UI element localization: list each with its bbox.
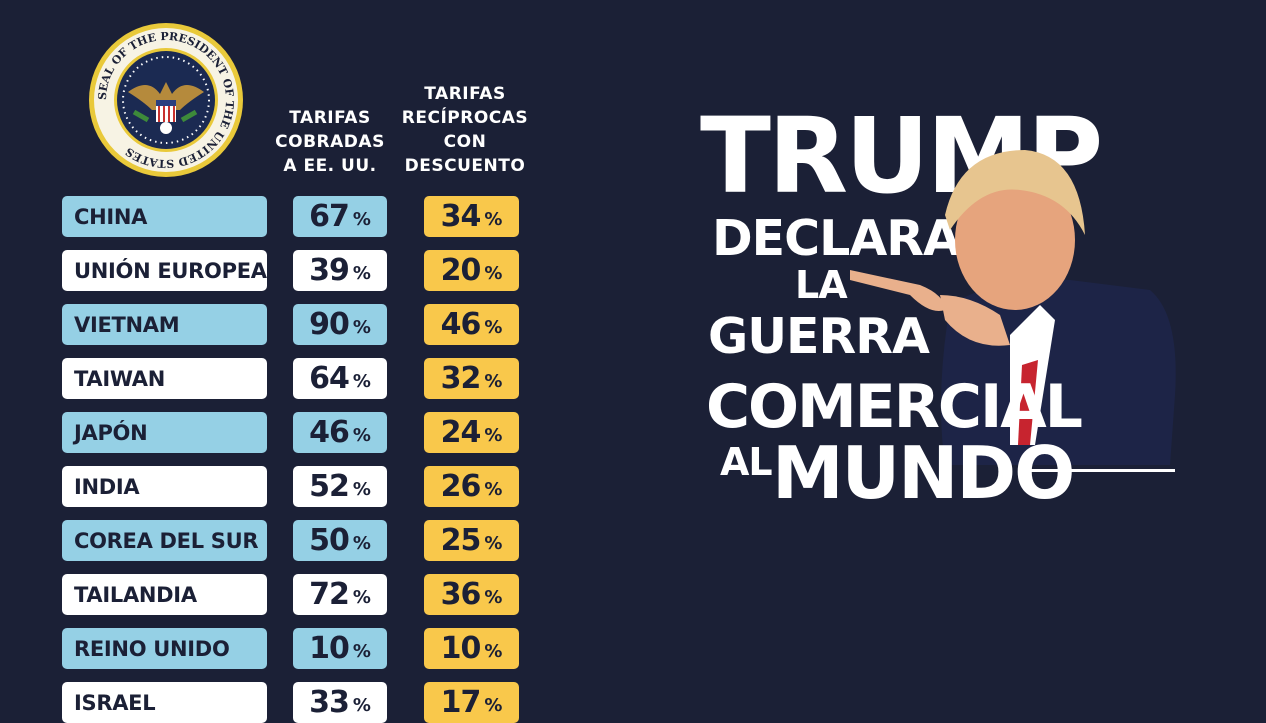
charged-value: 50 (309, 523, 350, 558)
reciprocal-tariff: 10% (424, 628, 519, 669)
charged-value: 64 (309, 361, 350, 396)
percent-sign: % (352, 209, 371, 230)
presidential-seal-logo: SEAL OF THE PRESIDENT OF THE UNITED STAT… (89, 23, 243, 177)
percent-sign: % (352, 371, 371, 392)
header-line: TARIFAS (424, 84, 506, 104)
country-name: COREA DEL SUR (62, 520, 267, 561)
country-name: UNIÓN EUROPEA (62, 250, 267, 291)
charged-tariff: 67% (293, 196, 387, 237)
percent-sign: % (352, 533, 371, 554)
trump-pointing-photo (850, 150, 1176, 465)
header-line: A EE. UU. (283, 156, 377, 176)
header-line: RECÍPROCAS (401, 108, 529, 128)
charged-tariff: 64% (293, 358, 387, 399)
reciprocal-tariff: 25% (424, 520, 519, 561)
reciprocal-tariff: 36% (424, 574, 519, 615)
charged-value: 72 (309, 577, 350, 612)
reciprocal-tariff: 34% (424, 196, 519, 237)
reciprocal-value: 17 (440, 685, 482, 720)
header-charged: TARIFAS COBRADAS A EE. UU. (268, 106, 392, 178)
charged-value: 90 (309, 307, 350, 342)
country-name: JAPÓN (62, 412, 267, 453)
headline-al: AL (720, 440, 773, 484)
headline-declara: DECLARA (712, 210, 961, 267)
charged-tariff: 33% (293, 682, 387, 723)
reciprocal-tariff: 32% (424, 358, 519, 399)
header-reciprocal: TARIFAS RECÍPROCAS CON DESCUENTO (396, 82, 534, 178)
table-row: COREA DEL SUR 50% 25% (62, 520, 522, 561)
headline-mundo: MUNDO (772, 431, 1075, 515)
header-line: DESCUENTO (404, 156, 526, 176)
country-name: TAILANDIA (62, 574, 267, 615)
table-row: ISRAEL 33% 17% (62, 682, 522, 723)
reciprocal-value: 24 (440, 415, 482, 450)
percent-sign: % (484, 533, 503, 554)
reciprocal-value: 25 (440, 523, 482, 558)
charged-tariff: 46% (293, 412, 387, 453)
headline-la: LA (795, 263, 848, 307)
percent-sign: % (352, 317, 371, 338)
charged-value: 67 (309, 199, 350, 234)
country-name: ISRAEL (62, 682, 267, 723)
charged-value: 46 (309, 415, 350, 450)
reciprocal-tariff: 20% (424, 250, 519, 291)
charged-value: 39 (309, 253, 350, 288)
reciprocal-value: 10 (440, 631, 482, 666)
charged-value: 10 (309, 631, 350, 666)
percent-sign: % (484, 479, 503, 500)
country-name: VIETNAM (62, 304, 267, 345)
reciprocal-tariff: 46% (424, 304, 519, 345)
percent-sign: % (352, 641, 371, 662)
percent-sign: % (352, 695, 371, 716)
percent-sign: % (484, 209, 503, 230)
header-line: COBRADAS (275, 132, 385, 152)
table-row: TAILANDIA 72% 36% (62, 574, 522, 615)
table-row: CHINA 67% 34% (62, 196, 522, 237)
percent-sign: % (484, 587, 503, 608)
percent-sign: % (352, 263, 371, 284)
table-row: TAIWAN 64% 32% (62, 358, 522, 399)
percent-sign: % (484, 695, 503, 716)
charged-tariff: 39% (293, 250, 387, 291)
charged-value: 33 (309, 685, 350, 720)
table-row: JAPÓN 46% 24% (62, 412, 522, 453)
table-row: INDIA 52% 26% (62, 466, 522, 507)
reciprocal-value: 34 (440, 199, 482, 234)
charged-value: 52 (309, 469, 350, 504)
reciprocal-value: 26 (440, 469, 482, 504)
percent-sign: % (484, 371, 503, 392)
charged-tariff: 72% (293, 574, 387, 615)
percent-sign: % (484, 641, 503, 662)
charged-tariff: 52% (293, 466, 387, 507)
header-line: CON (443, 132, 487, 152)
table-row: REINO UNIDO 10% 10% (62, 628, 522, 669)
reciprocal-tariff: 26% (424, 466, 519, 507)
table-row: UNIÓN EUROPEA 39% 20% (62, 250, 522, 291)
reciprocal-value: 32 (440, 361, 482, 396)
headline-comercial: COMERCIAL (706, 372, 1083, 442)
reciprocal-value: 20 (440, 253, 482, 288)
header-line: TARIFAS (289, 108, 371, 128)
percent-sign: % (352, 479, 371, 500)
charged-tariff: 90% (293, 304, 387, 345)
reciprocal-value: 46 (440, 307, 482, 342)
table-row: VIETNAM 90% 46% (62, 304, 522, 345)
reciprocal-value: 36 (440, 577, 482, 612)
country-name: TAIWAN (62, 358, 267, 399)
percent-sign: % (352, 425, 371, 446)
reciprocal-tariff: 17% (424, 682, 519, 723)
country-name: REINO UNIDO (62, 628, 267, 669)
percent-sign: % (484, 425, 503, 446)
country-name: CHINA (62, 196, 267, 237)
headline-guerra: GUERRA (708, 308, 930, 365)
country-name: INDIA (62, 466, 267, 507)
percent-sign: % (352, 587, 371, 608)
charged-tariff: 50% (293, 520, 387, 561)
percent-sign: % (484, 263, 503, 284)
reciprocal-tariff: 24% (424, 412, 519, 453)
charged-tariff: 10% (293, 628, 387, 669)
headline-underline (1030, 469, 1175, 472)
percent-sign: % (484, 317, 503, 338)
